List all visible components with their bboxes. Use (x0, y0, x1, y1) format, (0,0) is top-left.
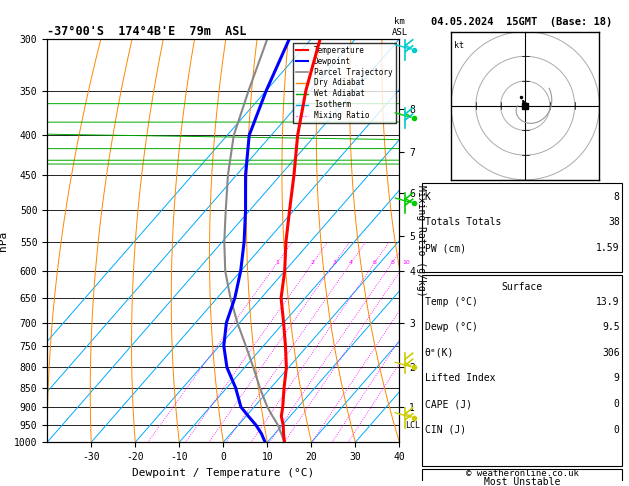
Text: 8: 8 (614, 192, 620, 202)
Text: 1: 1 (276, 260, 279, 265)
Text: 0: 0 (614, 399, 620, 409)
Bar (423, 469, 621, 486)
Text: 306: 306 (602, 348, 620, 358)
Text: 4: 4 (349, 260, 353, 265)
Text: Totals Totals: Totals Totals (425, 217, 501, 227)
Text: LCL: LCL (404, 420, 420, 430)
Text: 1.59: 1.59 (596, 243, 620, 253)
Text: K: K (425, 192, 430, 202)
Text: 9.5: 9.5 (602, 322, 620, 332)
Bar (423, 183, 621, 272)
Text: CIN (J): CIN (J) (425, 425, 465, 434)
Text: 8: 8 (390, 260, 394, 265)
Text: 38: 38 (608, 217, 620, 227)
Text: © weatheronline.co.uk: © weatheronline.co.uk (465, 469, 579, 478)
Text: Lifted Index: Lifted Index (425, 373, 495, 383)
Text: 13.9: 13.9 (596, 296, 620, 307)
Y-axis label: hPa: hPa (0, 230, 8, 251)
Text: 3: 3 (333, 260, 337, 265)
Text: Surface: Surface (501, 282, 543, 292)
Text: 10: 10 (402, 260, 410, 265)
Text: PW (cm): PW (cm) (425, 243, 465, 253)
Text: 9: 9 (614, 373, 620, 383)
Text: 0: 0 (614, 425, 620, 434)
Text: 6: 6 (373, 260, 377, 265)
Text: km
ASL: km ASL (391, 17, 408, 37)
Y-axis label: Mixing Ratio (g/kg): Mixing Ratio (g/kg) (416, 185, 426, 296)
Text: Temp (°C): Temp (°C) (425, 296, 477, 307)
Text: -37°00'S  174°4B'E  79m  ASL: -37°00'S 174°4B'E 79m ASL (47, 25, 247, 38)
Text: 2: 2 (311, 260, 315, 265)
Text: θᵉ(K): θᵉ(K) (425, 348, 454, 358)
Text: Dewp (°C): Dewp (°C) (425, 322, 477, 332)
Bar (423, 275, 621, 466)
Text: Most Unstable: Most Unstable (484, 477, 560, 486)
Text: kt: kt (454, 41, 464, 51)
Text: CAPE (J): CAPE (J) (425, 399, 472, 409)
X-axis label: Dewpoint / Temperature (°C): Dewpoint / Temperature (°C) (132, 468, 314, 478)
Text: 04.05.2024  15GMT  (Base: 18): 04.05.2024 15GMT (Base: 18) (431, 17, 613, 27)
Legend: Temperature, Dewpoint, Parcel Trajectory, Dry Adiabat, Wet Adiabat, Isotherm, Mi: Temperature, Dewpoint, Parcel Trajectory… (293, 43, 396, 123)
